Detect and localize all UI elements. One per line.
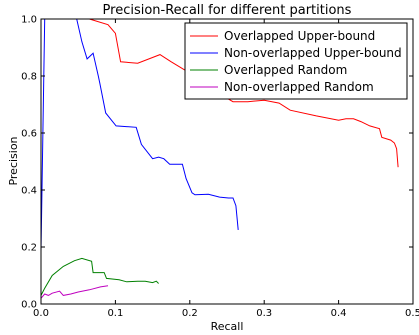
- chart-title: Precision-Recall for different partition…: [103, 3, 352, 18]
- legend-label-4: Non-overlapped Random: [224, 80, 374, 94]
- y-tick-label: 0.8: [21, 72, 37, 83]
- y-tick-label: 0.4: [21, 186, 37, 197]
- x-tick-label: 0.2: [182, 308, 198, 319]
- legend: Overlapped Upper-bound Non-overlapped Upp…: [184, 22, 408, 100]
- y-tick-label: 0.2: [21, 243, 37, 254]
- legend-label-3: Overlapped Random: [224, 63, 347, 77]
- legend-label-1: Overlapped Upper-bound: [224, 29, 375, 43]
- legend-label-2: Non-overlapped Upper-bound: [224, 46, 402, 60]
- y-tick-label: 0.0: [21, 300, 37, 311]
- plot-frame: [40, 18, 414, 305]
- x-tick-label: 0.5: [405, 308, 419, 319]
- series-line-1: [89, 18, 399, 168]
- series-line-3: [40, 257, 159, 296]
- ticks-layer: 0.0 0.1 0.2 0.3 0.4 0.5 0.0 0.2 0.4 0.6 0.8 1.0: [21, 15, 419, 320]
- x-tick-label: 0.1: [107, 308, 123, 319]
- x-tick-label: 0.4: [331, 308, 347, 319]
- legend-frame: [184, 22, 408, 100]
- x-tick-label: 0.3: [256, 308, 272, 319]
- series-layer: [40, 18, 399, 299]
- y-tick-label: 1.0: [21, 15, 37, 26]
- y-tick-label: 0.6: [21, 129, 37, 140]
- x-axis-label: Recall: [211, 320, 244, 333]
- x-tick-label: 0.0: [33, 308, 49, 319]
- series-line-4: [40, 285, 109, 299]
- series-line-2: [40, 18, 239, 252]
- y-axis-label: Precision: [7, 136, 20, 185]
